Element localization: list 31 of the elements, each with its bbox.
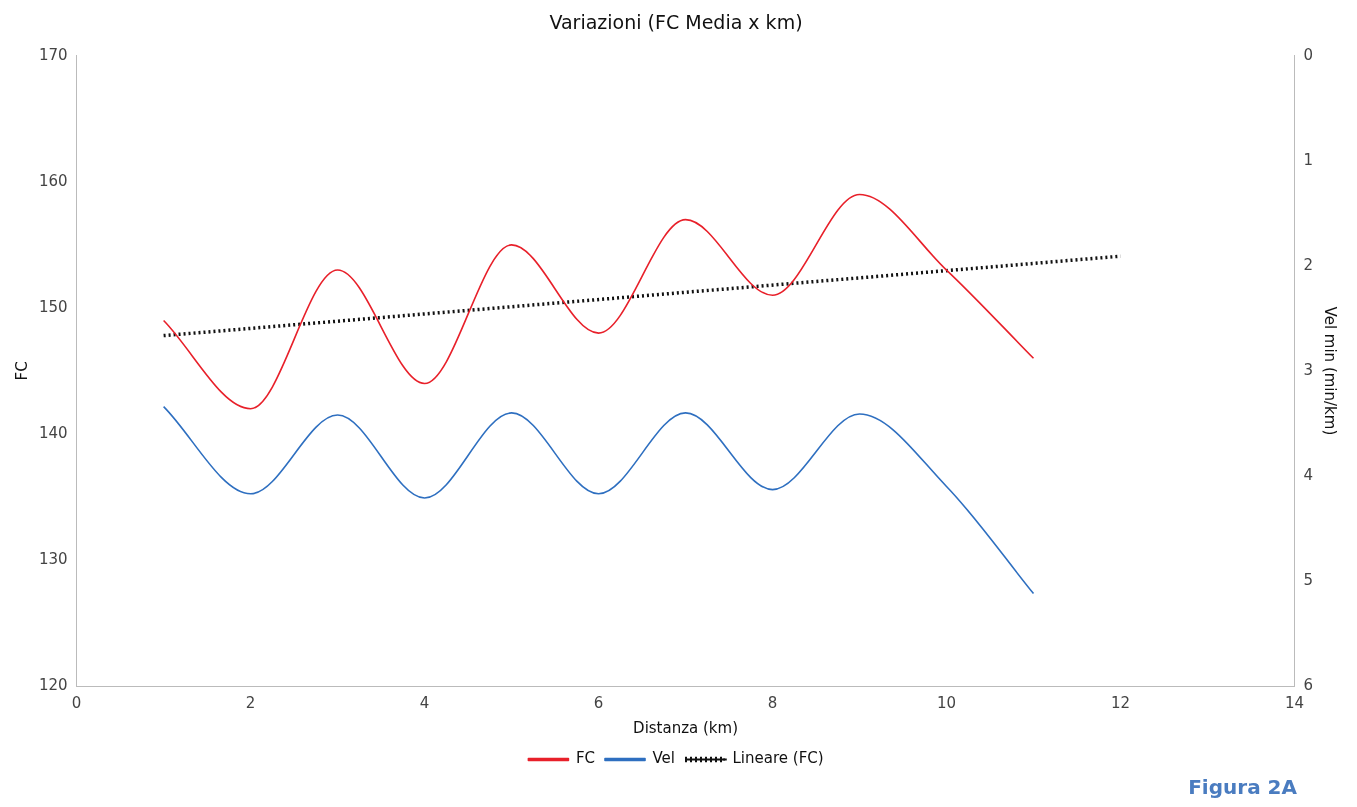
y-tick-label: 120 <box>38 675 68 694</box>
x-tick-label: 2 <box>245 693 256 712</box>
y2-tick-label: 5 <box>1303 570 1313 589</box>
x-tick-label: 14 <box>1284 693 1304 712</box>
line-series <box>162 405 1035 595</box>
text: Figura 2A <box>1188 775 1297 799</box>
x-tick-label: 10 <box>936 693 957 712</box>
y-tick-label: 130 <box>38 549 68 568</box>
y2-axis-title: Vel min (min/km) <box>1321 306 1340 436</box>
x-tick-label: 4 <box>419 693 430 712</box>
y2-tick-label: 6 <box>1303 675 1313 694</box>
y-tick-label: 150 <box>38 297 68 316</box>
y2-tick-label: 4 <box>1303 465 1313 484</box>
y2-tick-label: 3 <box>1303 360 1313 379</box>
y-tick-label: 170 <box>38 45 68 64</box>
y2-tick-label: 0 <box>1303 45 1313 64</box>
y2-tick-label: 1 <box>1303 150 1313 169</box>
line-series <box>162 193 1035 410</box>
x-tick-label: 6 <box>593 693 604 712</box>
legend-label: Vel <box>652 749 676 768</box>
y-tick-label: 160 <box>38 171 68 190</box>
chart-title: Variazioni (FC Media x km) <box>549 11 803 34</box>
legend-label: Lineare (FC) <box>732 749 824 768</box>
legend-label: FC <box>575 749 596 768</box>
y-tick-label: 140 <box>38 423 68 442</box>
y2-tick-label: 2 <box>1303 255 1313 274</box>
x-tick-label: 8 <box>767 693 778 712</box>
x-tick-label: 12 <box>1110 693 1131 712</box>
y-axis-title: FC <box>12 361 31 381</box>
x-axis-title: Distanza (km) <box>633 718 739 737</box>
x-tick-label: 0 <box>71 693 82 712</box>
